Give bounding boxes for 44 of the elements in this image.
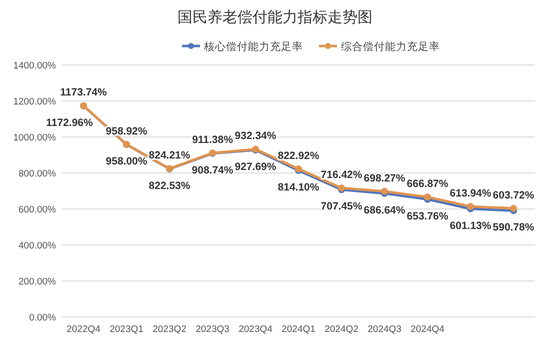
x-tick-label: 2023Q3 bbox=[196, 324, 230, 335]
x-tick-label: 2023Q4 bbox=[238, 324, 272, 335]
x-tick-label: 2024Q1 bbox=[282, 324, 316, 335]
y-tick-label: 1000.00% bbox=[13, 132, 57, 144]
data-label: 822.53% bbox=[148, 180, 191, 192]
data-label: 1172.96% bbox=[46, 116, 94, 129]
data-label: 814.10% bbox=[278, 181, 320, 194]
data-label: 927.69% bbox=[234, 161, 277, 174]
y-tick-label: 0.00% bbox=[29, 312, 57, 324]
data-label: 698.27% bbox=[364, 172, 406, 184]
y-tick-label: 600.00% bbox=[18, 204, 57, 216]
data-label: 908.74% bbox=[192, 164, 234, 176]
x-tick-label: 2023Q1 bbox=[110, 324, 144, 335]
data-label: 932.34% bbox=[234, 130, 277, 142]
data-label: 824.21% bbox=[148, 150, 191, 162]
point bbox=[467, 202, 474, 210]
point bbox=[510, 204, 517, 212]
data-label: 911.38% bbox=[192, 134, 234, 146]
x-tick-label: 2022Q4 bbox=[66, 324, 100, 335]
chart-title: 国民养老偿付能力指标走势图 bbox=[178, 9, 372, 26]
data-label: 958.00% bbox=[106, 156, 148, 168]
data-label: 666.87% bbox=[406, 178, 449, 190]
data-label: 653.76% bbox=[406, 210, 449, 222]
data-label: 601.13% bbox=[450, 220, 492, 232]
data-label: 590.78% bbox=[492, 222, 535, 234]
x-tick-label: 2024Q4 bbox=[410, 324, 444, 335]
x-tick-label: 2023Q2 bbox=[152, 324, 186, 335]
data-label: 686.64% bbox=[364, 204, 406, 216]
x-tick-label: 2024Q3 bbox=[368, 324, 402, 335]
data-label: 716.42% bbox=[320, 169, 363, 182]
data-label: 1173.74% bbox=[60, 86, 108, 99]
legend-label: 综合偿付能力充足率 bbox=[341, 40, 440, 53]
y-tick-label: 200.00% bbox=[18, 276, 57, 288]
y-tick-label: 1400.00% bbox=[13, 60, 57, 72]
y-tick-label: 1200.00% bbox=[13, 96, 57, 108]
data-label: 613.94% bbox=[450, 187, 492, 200]
data-label: 707.45% bbox=[320, 200, 363, 213]
y-tick-label: 400.00% bbox=[18, 240, 57, 252]
legend-label: 核心偿付能力充足率 bbox=[203, 40, 303, 53]
data-label: 603.72% bbox=[492, 189, 535, 202]
y-tick-label: 800.00% bbox=[18, 168, 57, 180]
data-label: 822.92% bbox=[278, 150, 320, 162]
point bbox=[424, 193, 431, 200]
x-tick-label: 2024Q2 bbox=[324, 324, 358, 335]
